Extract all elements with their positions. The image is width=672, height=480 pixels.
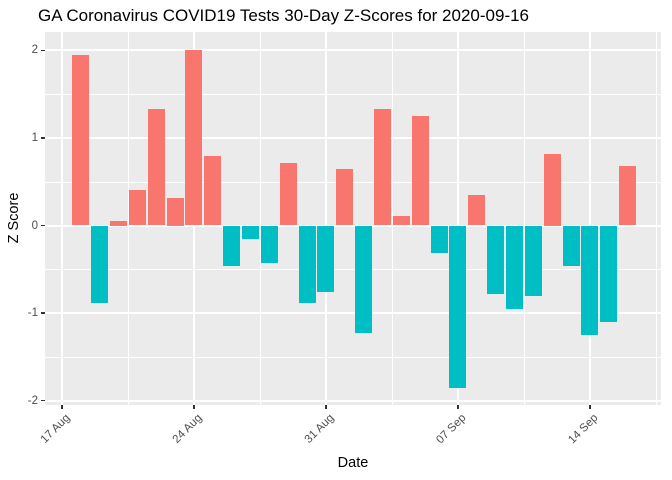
y-major-gridline [45, 312, 661, 315]
bar-14-sep [581, 225, 599, 335]
x-minor-gridline [391, 32, 393, 405]
x-major-gridline [61, 32, 63, 405]
x-tick-mark [589, 405, 591, 409]
bar-23-aug [166, 198, 184, 226]
bar-16-sep [619, 165, 637, 226]
y-tick-label: 2 [31, 44, 38, 57]
plot-panel [45, 32, 661, 405]
y-major-gridline [45, 399, 661, 402]
bar-08-sep [468, 194, 486, 226]
bar-20-aug [110, 221, 128, 226]
x-minor-gridline [655, 32, 657, 405]
bar-09-sep [487, 225, 505, 294]
bar-15-sep [600, 225, 618, 322]
y-axis-title: Z Score [6, 192, 22, 244]
y-tick-mark [41, 312, 45, 314]
bar-29-aug [279, 163, 297, 226]
bar-02-sep [355, 225, 373, 334]
x-tick-mark [61, 405, 63, 409]
y-tick-label: 1 [31, 131, 38, 144]
y-major-gridline [45, 49, 661, 52]
bar-13-sep [562, 225, 580, 266]
bar-31-aug [317, 225, 335, 293]
y-major-gridline [45, 224, 661, 227]
x-tick-label: 24 Aug [170, 412, 205, 446]
y-tick-mark [41, 49, 45, 51]
y-minor-gridline [45, 269, 661, 271]
x-minor-gridline [523, 32, 525, 405]
chart-title: GA Coronavirus COVID19 Tests 30-Day Z-Sc… [38, 6, 530, 25]
x-tick-mark [193, 405, 195, 409]
bar-28-aug [260, 225, 278, 264]
x-tick-label: 07 Sep [434, 412, 469, 447]
x-minor-gridline [259, 32, 261, 405]
bar-19-aug [91, 225, 109, 303]
x-tick-label: 17 Aug [38, 412, 73, 446]
bar-05-sep [411, 116, 429, 226]
bar-21-aug [128, 190, 146, 226]
y-minor-gridline [45, 356, 661, 358]
y-tick-label: -1 [27, 307, 38, 320]
x-tick-label: 31 Aug [302, 412, 337, 446]
x-tick-label: 14 Sep [566, 412, 601, 447]
bar-26-aug [223, 225, 241, 266]
bar-18-aug [72, 54, 90, 226]
bar-12-sep [543, 153, 561, 226]
x-major-gridline [456, 32, 459, 405]
y-major-gridline [45, 136, 661, 139]
x-tick-mark [325, 405, 327, 409]
x-major-gridline [324, 32, 327, 405]
y-minor-gridline [45, 94, 661, 96]
x-tick-mark [457, 405, 459, 409]
x-axis-title: Date [337, 455, 369, 471]
bar-06-sep [430, 225, 448, 253]
bar-03-sep [374, 109, 392, 226]
x-minor-gridline [127, 32, 129, 405]
bar-25-aug [204, 156, 222, 226]
bar-07-sep [449, 225, 467, 389]
bar-01-sep [336, 168, 354, 226]
bar-11-sep [524, 225, 542, 296]
bar-24-aug [185, 49, 203, 226]
bar-30-aug [298, 225, 316, 304]
y-tick-label: 0 [31, 219, 38, 232]
y-tick-mark [41, 137, 45, 139]
bar-22-aug [147, 109, 165, 226]
bar-04-sep [392, 215, 410, 226]
y-tick-mark [41, 400, 45, 402]
bar-27-aug [242, 225, 260, 239]
y-tick-mark [41, 224, 45, 227]
x-major-gridline [588, 32, 591, 405]
bar-10-sep [506, 225, 524, 309]
y-tick-label: -2 [27, 394, 38, 407]
